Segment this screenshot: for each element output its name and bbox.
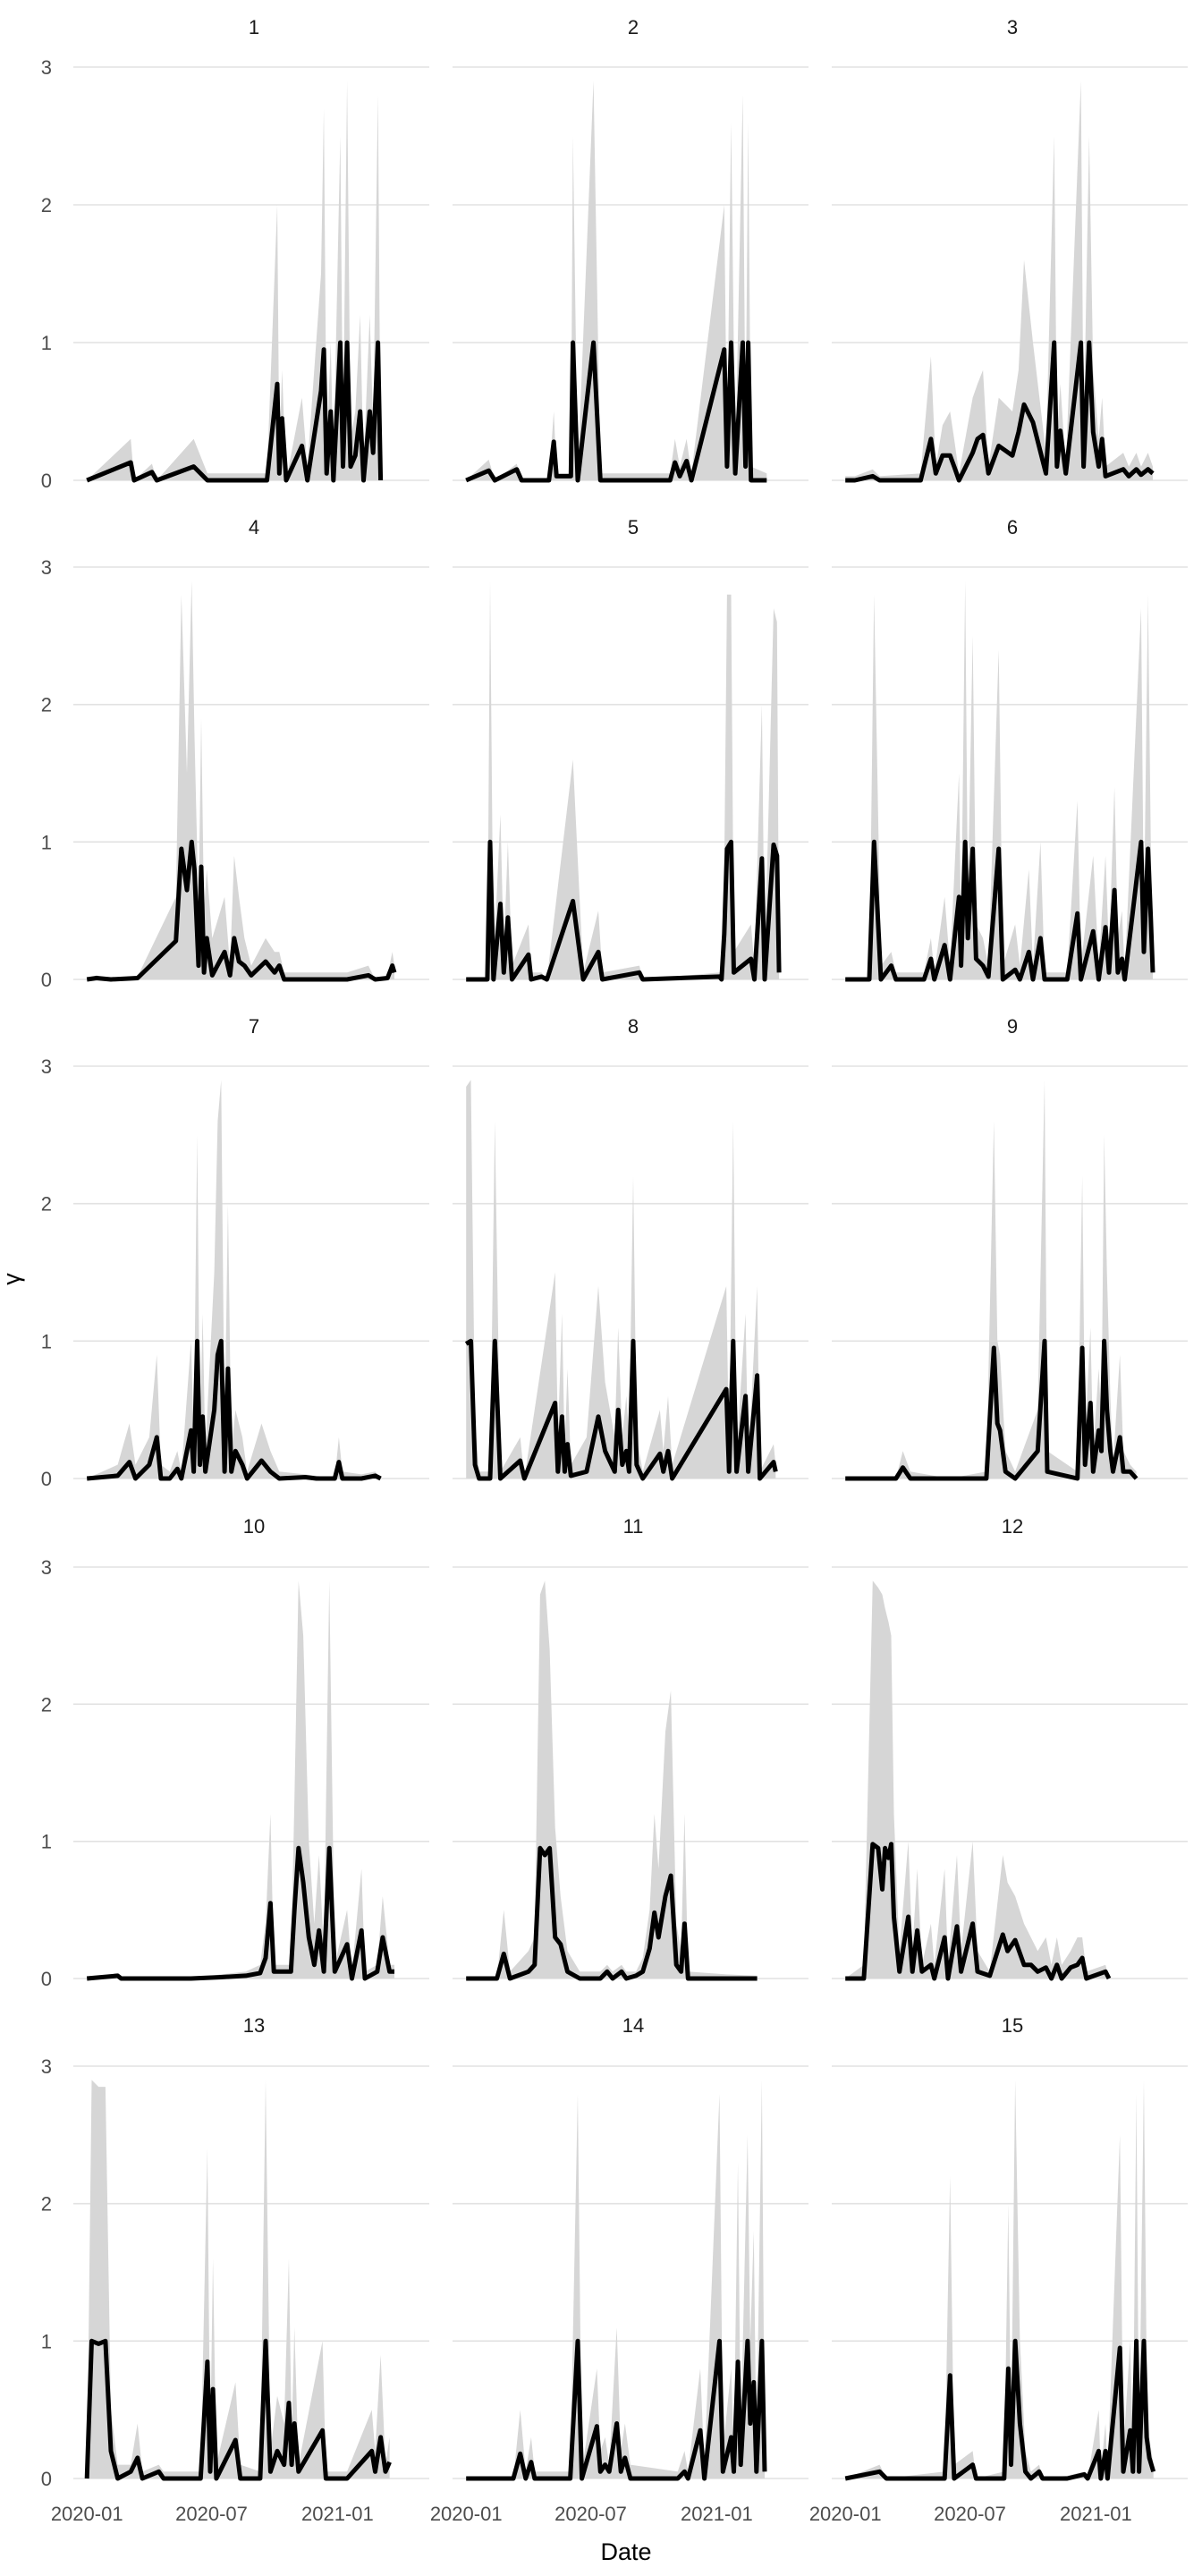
estimate-line <box>466 839 782 982</box>
estimate-line <box>845 1338 1139 1481</box>
estimate-line <box>845 1842 1112 1981</box>
uncertainty-band <box>87 1580 394 1979</box>
facet-panel-12: 12 <box>832 1515 1188 1981</box>
y-tick-label: 1 <box>41 332 52 354</box>
y-tick-label: 0 <box>41 470 52 492</box>
x-tick-label: 2020-01 <box>430 2503 503 2525</box>
y-tick-label: 3 <box>41 2055 52 2078</box>
x-tick-label: 2021-01 <box>301 2503 374 2525</box>
estimate-line <box>845 839 1155 982</box>
x-tick-label: 2020-01 <box>51 2503 123 2525</box>
estimate-line <box>844 2338 1156 2481</box>
facet-panel-3: 3 <box>832 16 1188 483</box>
y-tick-label: 3 <box>41 1055 52 1078</box>
estimate-line <box>86 340 384 483</box>
y-tick-label: 0 <box>41 2468 52 2490</box>
y-tick-label: 0 <box>41 969 52 991</box>
facet-panel-14: 14 2020-01 2020-07 2021-01 <box>430 2014 808 2525</box>
x-tick-label: 2020-07 <box>554 2503 627 2525</box>
facet-panel-2: 2 <box>453 16 808 483</box>
y-tick-label: 2 <box>41 694 52 716</box>
facet-strip-label: 7 <box>249 1015 259 1038</box>
facet-panel-15: 15 2020-01 2020-07 2021-01 <box>809 2014 1188 2525</box>
y-axis-title: γ <box>0 1273 25 1285</box>
facet-strip-label: 9 <box>1007 1015 1018 1038</box>
facet-panel-7: 7 0 1 2 3 <box>41 1015 429 1490</box>
estimate-line <box>465 340 767 483</box>
facet-panel-13: 13 0 1 2 3 2020-01 2020-07 2021-01 <box>41 2014 429 2525</box>
y-tick-label: 2 <box>41 194 52 216</box>
facet-strip-label: 5 <box>628 516 639 538</box>
facet-strip-label: 8 <box>628 1015 639 1038</box>
y-tick-label: 3 <box>41 556 52 579</box>
facet-panel-10: 10 0 1 2 3 <box>41 1515 429 1990</box>
uncertainty-band <box>845 1080 1137 1479</box>
facet-panel-6: 6 <box>832 516 1188 982</box>
estimate-line <box>845 340 1155 483</box>
estimate-line <box>466 1845 758 1981</box>
y-tick-label: 3 <box>41 1556 52 1579</box>
estimate-line <box>466 2338 767 2481</box>
x-tick-label: 2020-07 <box>934 2503 1006 2525</box>
estimate-line <box>86 839 397 982</box>
facet-strip-label: 2 <box>628 16 639 38</box>
estimate-line <box>86 1338 382 1481</box>
facet-strip-label: 11 <box>623 1515 644 1538</box>
y-tick-label: 1 <box>41 1831 52 1853</box>
x-tick-label: 2020-01 <box>809 2503 882 2525</box>
y-tick-label: 2 <box>41 2193 52 2216</box>
x-axis-title: Date <box>600 2538 651 2565</box>
facet-panel-5: 5 <box>453 516 808 982</box>
facet-strip-label: 6 <box>1007 516 1018 538</box>
facet-panel-4: 4 0 1 2 3 <box>41 516 429 991</box>
x-tick-label: 2020-07 <box>175 2503 248 2525</box>
facet-panel-1: 1 0 1 2 3 <box>41 16 429 492</box>
facet-strip-label: 13 <box>243 2014 265 2037</box>
y-tick-label: 1 <box>41 831 52 853</box>
facet-strip-label: 15 <box>1002 2014 1023 2037</box>
y-tick-label: 3 <box>41 56 52 79</box>
estimate-line <box>464 1338 778 1481</box>
y-tick-label: 2 <box>41 1193 52 1216</box>
facet-panel-11: 11 <box>453 1515 808 1981</box>
facet-strip-label: 10 <box>243 1515 265 1538</box>
facet-strip-label: 14 <box>622 2014 644 2037</box>
x-tick-label: 2021-01 <box>681 2503 753 2525</box>
y-tick-label: 0 <box>41 1468 52 1490</box>
estimate-line <box>84 2338 392 2481</box>
facet-strip-label: 3 <box>1007 16 1018 38</box>
facet-strip-label: 12 <box>1002 1515 1023 1538</box>
uncertainty-band <box>466 1080 776 1479</box>
estimate-line <box>86 1845 394 1981</box>
y-tick-label: 1 <box>41 1330 52 1352</box>
y-tick-label: 0 <box>41 1968 52 1990</box>
facet-strip-label: 1 <box>249 16 259 38</box>
facet-panel-9: 9 <box>832 1015 1188 1481</box>
facet-panel-8: 8 <box>453 1015 808 1481</box>
x-tick-label: 2021-01 <box>1060 2503 1132 2525</box>
y-tick-label: 1 <box>41 2330 52 2352</box>
facet-strip-label: 4 <box>249 516 259 538</box>
y-tick-label: 2 <box>41 1693 52 1716</box>
uncertainty-band <box>845 580 1153 979</box>
uncertainty-band <box>845 1580 1109 1979</box>
